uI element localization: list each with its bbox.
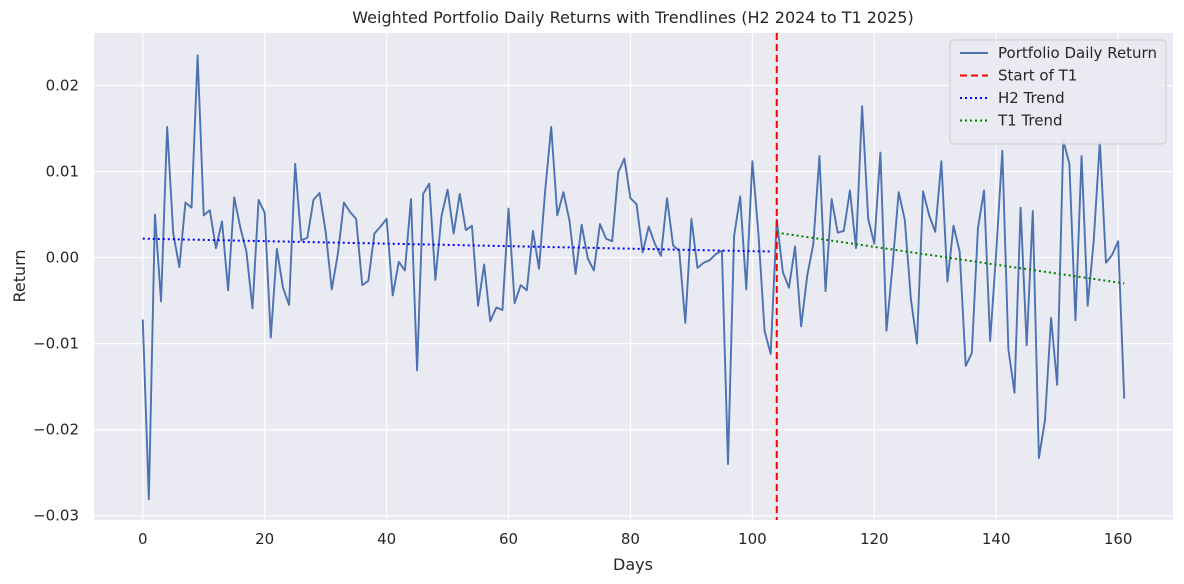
y-tick-label: −0.03 — [33, 507, 79, 525]
y-tick-label: 0.00 — [46, 249, 79, 267]
x-tick-label: 40 — [377, 530, 396, 548]
x-tick-label: 80 — [621, 530, 640, 548]
legend-label: Start of T1 — [998, 67, 1077, 85]
x-tick-label: 160 — [1104, 530, 1133, 548]
y-tick-label: 0.01 — [46, 163, 79, 181]
chart-title: Weighted Portfolio Daily Returns with Tr… — [352, 8, 913, 27]
x-axis-label: Days — [613, 555, 653, 574]
x-tick-label: 0 — [138, 530, 148, 548]
x-tick-label: 60 — [499, 530, 518, 548]
y-tick-label: 0.02 — [46, 76, 79, 94]
legend-label: H2 Trend — [998, 89, 1065, 107]
legend: Portfolio Daily Return Start of T1 H2 Tren… — [950, 40, 1166, 144]
legend-label: T1 Trend — [997, 112, 1063, 130]
x-tick-label: 140 — [982, 530, 1011, 548]
x-tick-label: 120 — [860, 530, 889, 548]
legend-label: Portfolio Daily Return — [998, 44, 1157, 62]
y-axis-label: Return — [10, 249, 29, 302]
x-tick-label: 100 — [738, 530, 767, 548]
y-tick-label: −0.01 — [33, 335, 79, 353]
x-tick-label: 20 — [255, 530, 274, 548]
y-tick-label: −0.02 — [33, 421, 79, 439]
